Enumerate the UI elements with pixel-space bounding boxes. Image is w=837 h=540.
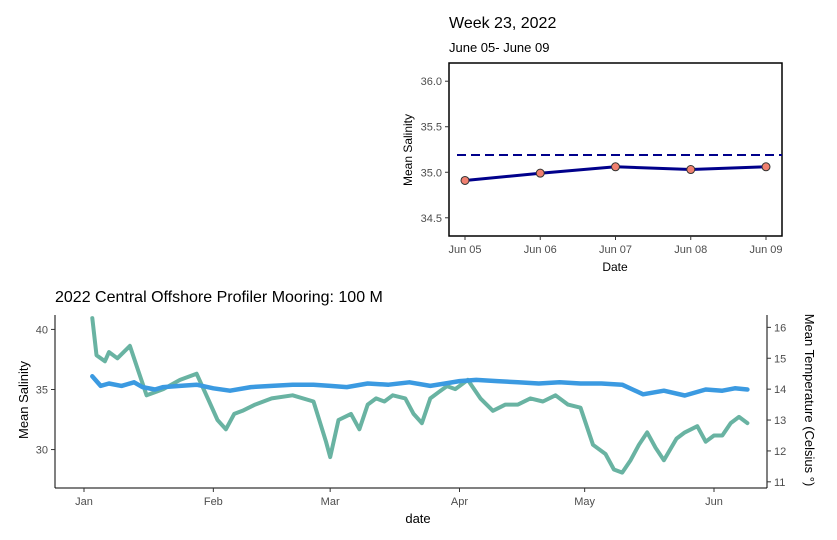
y-tick-label: 35	[36, 384, 48, 396]
x-tick-label: Jun 06	[524, 244, 557, 256]
data-point	[535, 168, 545, 178]
y-tick-label: 36.0	[421, 76, 442, 88]
week-chart-subtitle: June 05- June 09	[449, 40, 549, 55]
x-tick-label: Mar	[321, 496, 340, 508]
mooring-chart-y-ticks: 30 35 40	[36, 324, 55, 457]
week-chart-x-ticks: Jun 05 Jun 06 Jun 07 Jun 08 Jun 09	[448, 236, 783, 256]
x-tick-label: Jun 09	[749, 244, 782, 256]
y2-tick-label: 15	[774, 353, 786, 365]
mooring-chart-y2-ticks: 11 12 13 14 15 16	[767, 322, 786, 489]
data-point	[611, 162, 620, 172]
week-chart-points	[460, 162, 771, 185]
y-tick-label: 34.5	[421, 213, 442, 225]
data-point	[761, 162, 771, 172]
mooring-chart-y2-label: Mean Temperature (Celsius °)	[802, 314, 817, 487]
mooring-chart-x-label: date	[405, 511, 430, 526]
y-tick-label: 35.5	[421, 122, 442, 134]
week-chart-y-label: Mean Salinity	[401, 114, 415, 186]
x-tick-label: Jun 07	[599, 244, 632, 256]
week-chart-title: Week 23, 2022	[449, 15, 556, 32]
y2-tick-label: 12	[774, 446, 786, 458]
x-tick-label: Jun	[705, 496, 723, 508]
week-chart-panel-border	[448, 62, 783, 237]
y-tick-label: 30	[36, 445, 48, 457]
data-point	[460, 175, 470, 185]
x-tick-label: Jun 08	[674, 244, 707, 256]
mooring-chart-x-ticks: Jan Feb Mar Apr May Jun	[75, 488, 723, 508]
mooring-chart: 2022 Central Offshore Profiler Mooring: …	[16, 289, 817, 526]
x-tick-label: Jan	[75, 496, 93, 508]
week-chart-y-ticks: 34.5 35.0 35.5 36.0	[421, 76, 449, 225]
data-point	[686, 165, 696, 175]
x-tick-label: Apr	[451, 496, 468, 508]
mooring-chart-title: 2022 Central Offshore Profiler Mooring: …	[55, 289, 383, 306]
y2-tick-label: 16	[774, 322, 786, 334]
x-tick-label: Feb	[204, 496, 223, 508]
y-tick-label: 40	[36, 324, 48, 336]
week-chart-x-label: Date	[602, 260, 628, 274]
week-chart: Week 23, 2022 June 05- June 09 34.535.03…	[401, 15, 783, 274]
x-tick-label: Jun 05	[448, 244, 481, 256]
mooring-chart-y-label: Mean Salinity	[16, 360, 31, 439]
y2-tick-label: 14	[774, 384, 786, 396]
y-tick-label: 35.0	[421, 167, 442, 179]
y2-tick-label: 13	[774, 415, 786, 427]
x-tick-label: May	[574, 496, 595, 508]
y2-tick-label: 11	[774, 477, 785, 489]
temperature-series-line	[90, 316, 750, 475]
salinity-series-line	[90, 374, 750, 398]
